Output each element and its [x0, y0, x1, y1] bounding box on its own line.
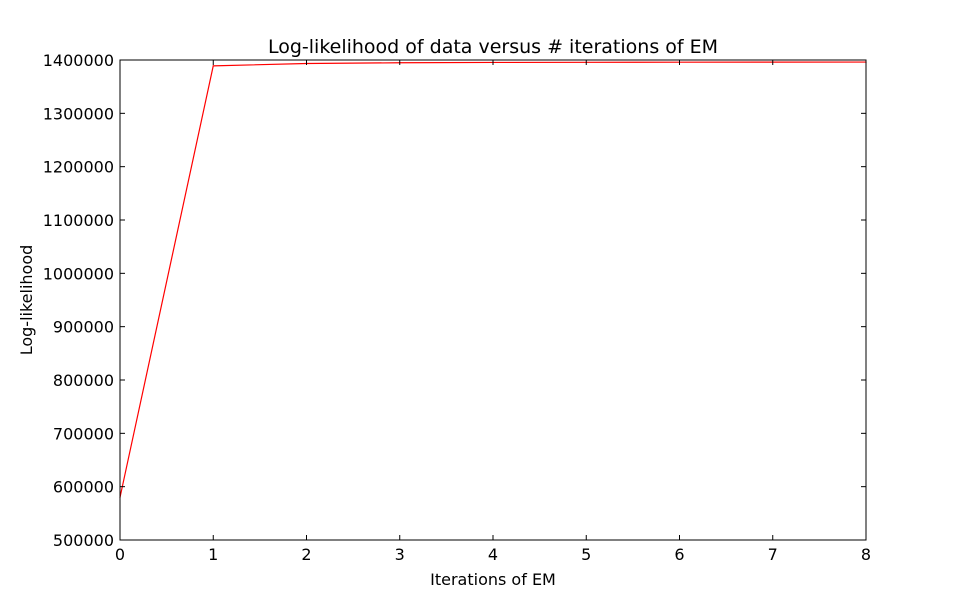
- y-tick-label: 1100000: [43, 211, 114, 230]
- y-axis-label: Log-likelihood: [17, 245, 36, 356]
- plot-area-frame: [119, 59, 867, 541]
- series-layer: [119, 61, 867, 498]
- y-tick-label: 1000000: [43, 264, 114, 283]
- x-tick-label: 8: [861, 545, 871, 564]
- y-tick-label: 900000: [53, 318, 114, 337]
- x-tick-label: 7: [768, 545, 778, 564]
- y-tick-label: 800000: [53, 371, 114, 390]
- x-axis-label: Iterations of EM: [430, 570, 556, 589]
- x-tick-label: 2: [301, 545, 311, 564]
- x-tick-label: 5: [581, 545, 591, 564]
- y-tick-label: 1200000: [43, 158, 114, 177]
- data-point: [212, 65, 214, 67]
- y-tick-label: 700000: [53, 424, 114, 443]
- x-tick-label: 1: [208, 545, 218, 564]
- y-tick-label: 600000: [53, 478, 114, 497]
- x-tick-label: 4: [488, 545, 498, 564]
- y-tick-label: 1400000: [43, 51, 114, 70]
- ticks-layer: 0 1 2 3 4 5 6 7 8 500000 600000 700000 800000 900000 1…: [43, 51, 871, 564]
- y-tick-label: 1300000: [43, 104, 114, 123]
- chart-title: Log-likelihood of data versus # iteratio…: [268, 36, 718, 58]
- x-tick-label: 0: [115, 545, 125, 564]
- y-tick-label: 500000: [53, 531, 114, 550]
- series-line: [119, 61, 867, 498]
- x-tick-label: 6: [674, 545, 684, 564]
- x-tick-label: 3: [395, 545, 405, 564]
